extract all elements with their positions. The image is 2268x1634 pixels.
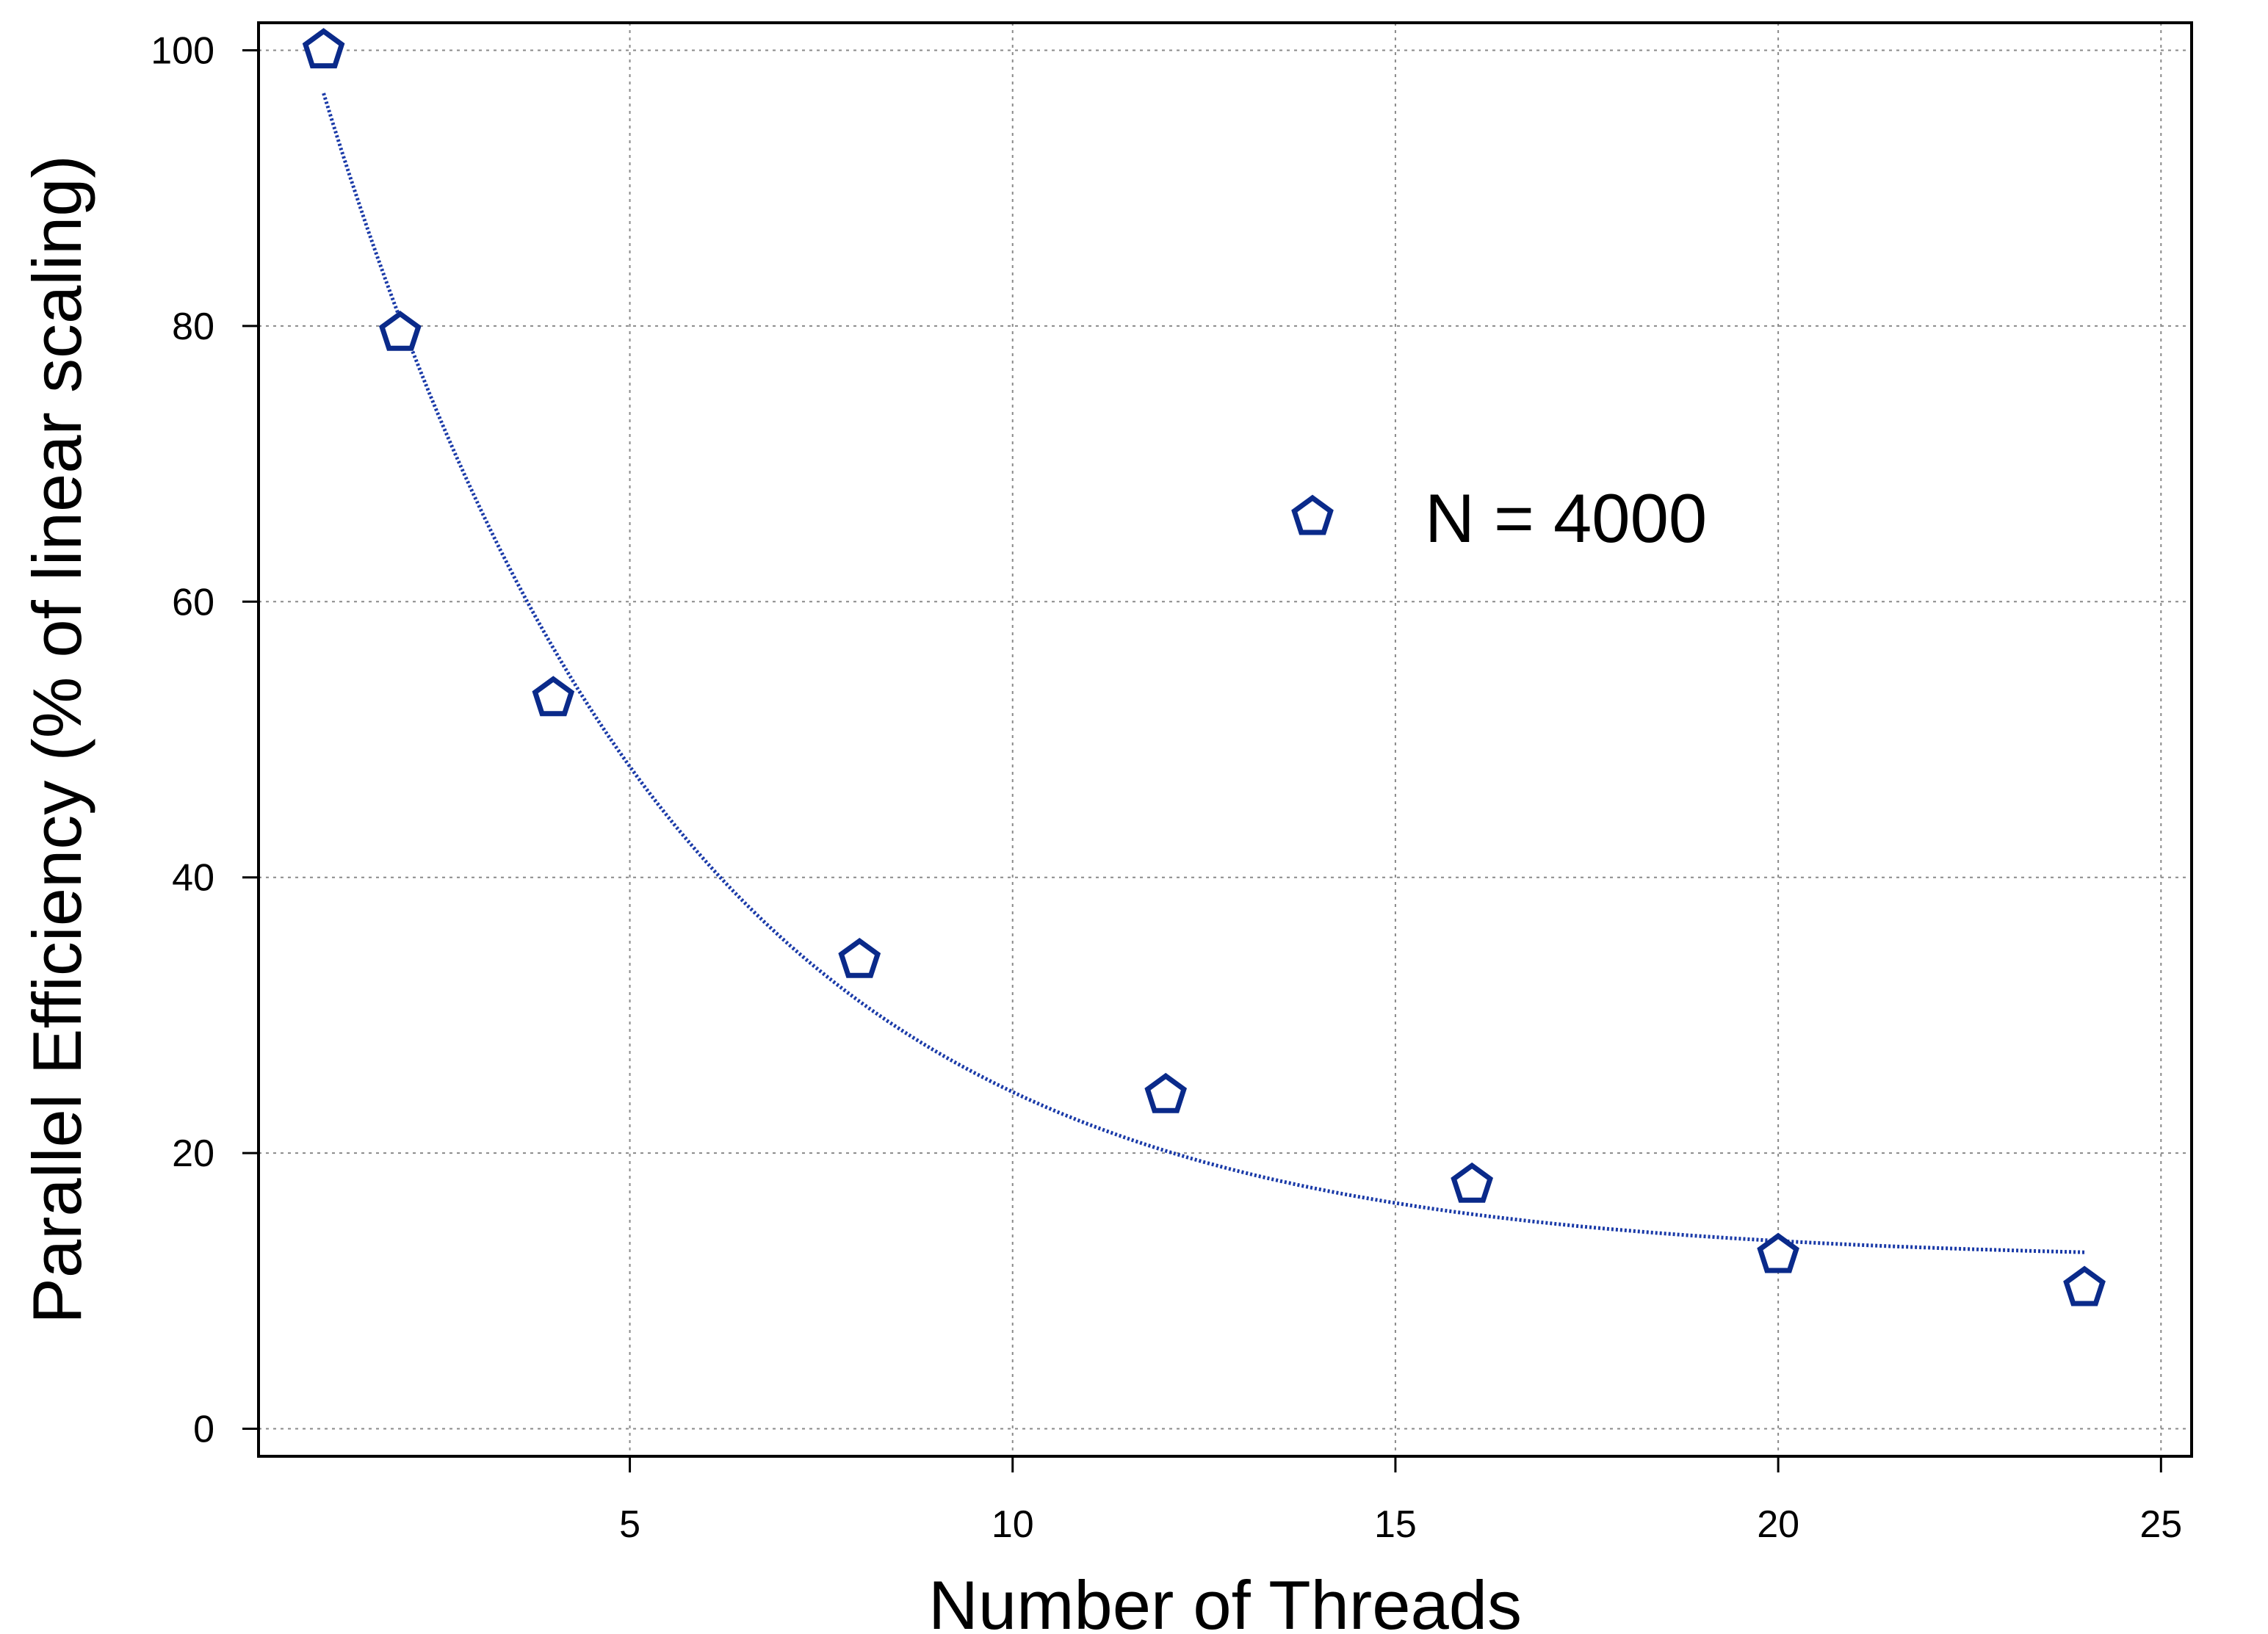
data-point bbox=[1757, 1232, 1799, 1273]
legend-marker bbox=[1291, 494, 1334, 535]
data-points bbox=[302, 28, 2106, 1306]
x-tick-label: 5 bbox=[619, 1503, 640, 1546]
x-tick-label: 15 bbox=[1374, 1503, 1417, 1546]
data-point bbox=[532, 676, 575, 717]
plot-frame bbox=[257, 21, 2193, 1458]
fit-curve-layer bbox=[322, 93, 2085, 1254]
y-tick-label: 60 bbox=[172, 581, 214, 623]
fit-curve bbox=[322, 93, 2085, 1254]
data-point bbox=[2063, 1265, 2106, 1306]
y-tick-label: 0 bbox=[193, 1408, 214, 1450]
data-point bbox=[302, 28, 345, 69]
x-tick-label: 20 bbox=[1757, 1503, 1799, 1546]
data-point bbox=[378, 310, 422, 351]
x-tick-label: 10 bbox=[992, 1503, 1034, 1546]
data-point bbox=[1144, 1072, 1188, 1113]
y-axis-title: Parallel Efficiency (% of linear scaling… bbox=[18, 155, 95, 1324]
axes: 5 10 15 20 25 0 20 40 60 80 100 bbox=[151, 21, 2193, 1546]
y-tick-label: 40 bbox=[172, 857, 214, 900]
x-tick-label: 25 bbox=[2139, 1503, 2182, 1546]
legend: N = 4000 bbox=[1291, 480, 1707, 557]
data-point bbox=[838, 937, 881, 978]
y-tick-label: 80 bbox=[172, 306, 214, 348]
y-tick-label: 20 bbox=[172, 1132, 214, 1175]
x-axis-title: Number of Threads bbox=[928, 1566, 1522, 1630]
data-point bbox=[1451, 1162, 1494, 1203]
y-tick-label: 100 bbox=[151, 30, 214, 73]
grid bbox=[259, 23, 2192, 1456]
legend-label: N = 4000 bbox=[1425, 480, 1707, 557]
